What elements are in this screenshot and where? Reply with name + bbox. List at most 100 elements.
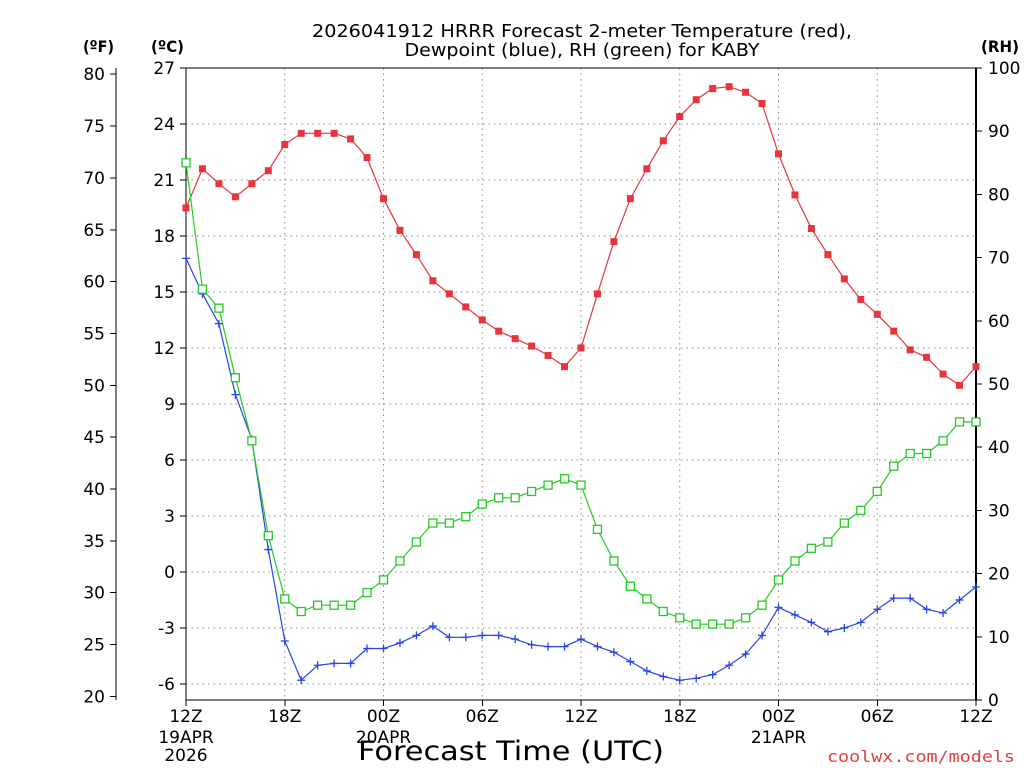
celsius-tick-label: 6 [164,451,175,471]
rh-point [214,303,224,313]
fahrenheit-tick-label: 75 [83,117,105,137]
temperature-point [758,99,766,107]
rh-point [757,600,767,610]
celsius-tick-label: -6 [158,675,175,695]
celsius-tick-label: 27 [153,59,175,79]
temperature-point [347,135,355,143]
series-markers [181,83,981,685]
fahrenheit-unit-label: (ºF) [83,37,114,56]
dewpoint-point [412,631,421,640]
dewpoint-point [461,633,470,642]
dewpoint-point [807,618,816,627]
tick-labels: 8075706560555045403530252027242118151296… [83,59,1020,766]
temperature-point [610,238,618,246]
celsius-tick-label: 0 [164,563,175,583]
temperature-point [248,180,256,188]
dewpoint-point [330,659,339,668]
rh-tick-label: 90 [988,122,1010,142]
dewpoint-point [692,674,701,683]
rh-tick-label: 50 [988,375,1010,395]
dewpoint-point [758,631,767,640]
celsius-tick-label: 24 [153,115,175,135]
rh-point [543,480,553,490]
fahrenheit-tick-label: 45 [83,428,105,448]
dewpoint-point [873,605,882,614]
dewpoint-point [642,666,651,675]
rh-tick-label: 0 [988,691,999,711]
dewpoint-point [741,650,750,659]
temperature-point [873,310,881,318]
temperature-point [380,195,387,203]
rh-point [411,537,422,547]
dewpoint-point [313,661,322,670]
rh-point [921,448,932,459]
date-label: 19APR [158,728,214,748]
rh-point [658,606,668,617]
dewpoint-point [494,631,503,640]
dewpoint-point [280,637,289,646]
rh-point [872,486,882,497]
dewpoint-point [856,618,865,627]
temperature-point [923,353,931,361]
rh-tick-label: 100 [988,59,1020,79]
rh-point [609,556,619,566]
time-tick-label: 00Z [367,707,400,727]
temperature-point [561,363,569,371]
rh-point [461,512,471,522]
temperature-point [182,204,190,212]
time-tick-label: 12Z [564,707,597,727]
time-tick-label: 12Z [959,707,992,727]
time-tick-label: 12Z [169,707,202,727]
rh-point [790,556,800,566]
temperature-point [198,165,206,173]
dewpoint-point [297,676,306,685]
dewpoint-point [609,648,618,657]
rh-point [889,461,899,471]
credit-text: coolwx.com/models [827,747,1015,766]
rh-point [263,531,273,541]
celsius-tick-label: 18 [153,227,175,247]
rh-point [823,537,833,547]
rh-point [806,543,817,553]
dewpoint-point [379,644,388,653]
dewpoint-point [577,635,585,644]
temperature-point [659,137,667,145]
dewpoint-point [955,595,964,604]
rh-point [642,594,652,604]
celsius-tick-label: 3 [164,507,175,527]
temperature-point [462,303,470,311]
temperature-point [577,344,585,352]
celsius-tick-label: -3 [158,619,175,639]
chart-title-line-2: Dewpoint (blue), RH (green) for KABY [405,40,761,61]
dewpoint-point [675,676,684,685]
rh-point [592,524,603,535]
temperature-point [972,363,980,371]
rh-tick-label: 30 [988,501,1010,521]
dewpoint-point [428,622,437,631]
dewpoint-point [560,642,569,651]
temperature-point [676,113,684,121]
rh-point [230,373,241,383]
temperature-point [297,129,305,137]
temperature-point [791,191,799,199]
celsius-tick-label: 21 [153,171,175,191]
dewpoint-point [708,670,717,679]
rh-tick-label: 70 [988,249,1010,269]
rh-point [181,158,191,168]
rh-point [280,594,290,604]
dewpoint-point [346,659,355,668]
rh-point [691,619,701,629]
rh-tick-label: 40 [988,438,1010,458]
rh-point [773,575,784,585]
temperature-point [478,316,486,324]
rh-point [839,518,849,528]
dewpoint-point [231,390,240,399]
rh-point [938,436,948,446]
rh-tick-label: 60 [988,312,1010,332]
dewpoint-point [840,623,849,632]
temperature-point [281,141,289,149]
celsius-unit-label: (ºC) [151,37,184,56]
rh-point [197,284,208,294]
dewpoint-point [939,609,948,618]
